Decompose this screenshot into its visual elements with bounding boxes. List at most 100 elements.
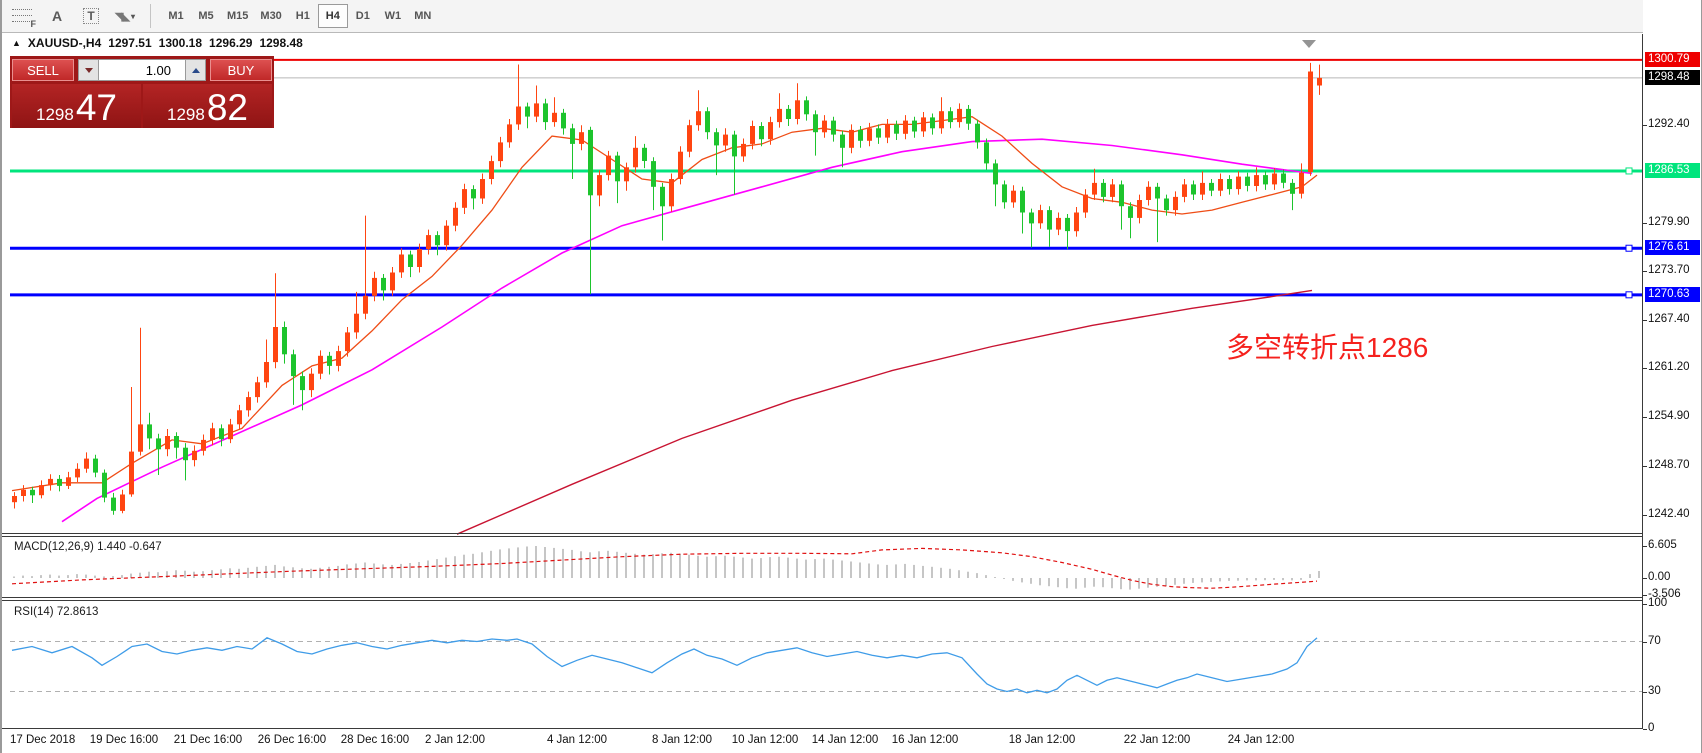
- time-label: 18 Jan 12:00: [1008, 734, 1076, 746]
- time-axis[interactable]: 17 Dec 2018 19 Dec 16:00 21 Dec 16:00 26 De…: [2, 729, 1643, 753]
- rsi-panel-top-border[interactable]: [2, 600, 1643, 601]
- price-axis-border[interactable]: [1642, 34, 1643, 729]
- rsi-label: RSI(14) 72.8613: [14, 606, 99, 618]
- price-tick-1279.90: 1279.90: [1648, 215, 1690, 228]
- axis-tick-mark: [1643, 417, 1647, 419]
- time-label: 16 Jan 12:00: [891, 734, 959, 746]
- price-badge-1270.63: 1270.63: [1645, 286, 1700, 302]
- rsi-tick-70: 70: [1648, 634, 1661, 647]
- sell-price-minor: 47: [75, 87, 117, 128]
- symbol-title: XAUUSD-,H4: [27, 36, 102, 50]
- volume-input[interactable]: 1.00: [99, 59, 185, 81]
- arrows-icon[interactable]: ◥◣ ▾: [112, 4, 138, 28]
- price-tick-1242.40: 1242.40: [1648, 507, 1690, 520]
- ma-fast-line: [11, 116, 1318, 492]
- timeframe-button-m1[interactable]: M1: [168, 10, 184, 22]
- trade-panel-top-row: SELL 1.00 BUY: [12, 58, 272, 82]
- axis-tick-mark: [1643, 545, 1647, 547]
- buy-price-major: 1298: [167, 105, 205, 124]
- time-label: 26 Dec 16:00: [257, 734, 327, 746]
- rsi-tick-0: 0: [1648, 722, 1655, 734]
- sell-button[interactable]: SELL: [12, 59, 74, 81]
- axis-tick-mark: [1643, 270, 1647, 272]
- symbol-arrow-icon: ▲: [12, 38, 21, 48]
- macd-histogram: [13, 546, 1320, 590]
- rsi-panel-bottom-border: [2, 728, 1643, 729]
- price-tick-1248.70: 1248.70: [1648, 458, 1690, 471]
- price-badge-1298.48: 1298.48: [1645, 69, 1700, 85]
- triangle-up-icon: [191, 67, 200, 73]
- axis-tick-mark: [1643, 514, 1647, 516]
- one-click-trade-panel: SELL 1.00 BUY 1298 47 1298 82: [10, 56, 274, 128]
- sell-price-display[interactable]: 1298 47: [12, 84, 141, 128]
- annotation-text: 多空转折点1286: [1226, 332, 1429, 363]
- rsi-line: [11, 637, 1318, 694]
- ma-mid-line: [61, 138, 1313, 523]
- text-glyph: A: [51, 8, 63, 24]
- ohlc-high: 1300.18: [158, 36, 203, 50]
- axis-tick-mark: [1643, 222, 1647, 224]
- fibonacci-icon[interactable]: F: [10, 4, 36, 29]
- chevron-down-icon[interactable]: ▾: [130, 11, 135, 21]
- timeframe-button-mn[interactable]: MN: [414, 10, 432, 22]
- time-label: 21 Dec 16:00: [173, 734, 243, 746]
- volume-stepper: 1.00: [78, 59, 206, 81]
- timeframe-button-d1[interactable]: D1: [355, 10, 370, 22]
- macd-tick--3.506: -3.506: [1648, 588, 1681, 600]
- time-label: 10 Jan 12:00: [731, 734, 799, 746]
- chart-header: ▲ XAUUSD-,H4 1297.51 1300.18 1296.29 129…: [2, 34, 1701, 52]
- price-badge-1300.79: 1300.79: [1645, 51, 1700, 67]
- macd-tick-6.605: 6.605: [1648, 538, 1677, 551]
- time-label: 14 Jan 12:00: [811, 734, 879, 746]
- text-label-glyph: T: [83, 8, 99, 24]
- timeframe-button-h1[interactable]: H1: [295, 10, 310, 22]
- time-label: 4 Jan 12:00: [546, 734, 608, 746]
- axis-tick-mark: [1643, 368, 1647, 370]
- timeframe-button-m30[interactable]: M30: [260, 10, 282, 22]
- time-label: 19 Dec 16:00: [89, 734, 159, 746]
- ohlc-low: 1296.29: [209, 36, 253, 50]
- timeframe-button-m15[interactable]: M15: [227, 10, 249, 22]
- rsi-tick-30: 30: [1648, 684, 1661, 697]
- buy-button[interactable]: BUY: [210, 59, 272, 81]
- time-label: 24 Jan 12:00: [1227, 734, 1295, 746]
- axis-tick-mark: [1643, 125, 1647, 127]
- text-icon[interactable]: A: [44, 4, 70, 28]
- macd-label: MACD(12,26,9) 1.440 -0.647: [14, 541, 162, 553]
- price-tick-1273.70: 1273.70: [1648, 263, 1690, 276]
- sell-price-major: 1298: [36, 105, 74, 124]
- timeframe-button-w1[interactable]: W1: [384, 10, 402, 22]
- toolbar: F A T ◥◣ ▾ M1 M5 M15 M30 H1 H4 D1 W1 MN: [2, 0, 1701, 33]
- text-label-icon[interactable]: T: [78, 4, 104, 28]
- axis-tick-mark: [1643, 595, 1647, 596]
- axis-tick-mark: [1643, 319, 1647, 321]
- chart-shift-marker-icon[interactable]: [1302, 40, 1316, 48]
- time-label: 22 Jan 12:00: [1123, 734, 1191, 746]
- triangle-down-icon: [84, 67, 93, 73]
- macd-panel-top-border[interactable]: [2, 536, 1643, 537]
- axis-tick-mark: [1643, 641, 1647, 643]
- price-badge-1276.61: 1276.61: [1645, 240, 1700, 256]
- volume-increase-button[interactable]: [185, 59, 206, 81]
- timeframe-button-m5[interactable]: M5: [198, 10, 214, 22]
- timeframe-button-h4[interactable]: H4: [317, 4, 348, 28]
- buy-price-display[interactable]: 1298 82: [143, 84, 272, 128]
- macd-tick-0.00: 0.00: [1648, 571, 1671, 583]
- time-label: 28 Dec 16:00: [340, 734, 410, 746]
- axis-tick-mark: [1643, 578, 1647, 579]
- ohlc-close: 1298.48: [259, 36, 303, 50]
- time-label: 2 Jan 12:00: [424, 734, 486, 746]
- price-tick-1292.40: 1292.40: [1648, 118, 1690, 131]
- price-tick-1267.40: 1267.40: [1648, 312, 1690, 325]
- volume-decrease-button[interactable]: [78, 59, 99, 81]
- axis-tick-mark: [1643, 691, 1647, 693]
- axis-tick-mark: [1643, 729, 1647, 730]
- macd-panel-bottom-border: [2, 597, 1643, 598]
- candlesticks: [12, 62, 1322, 515]
- price-axis[interactable]: 1292.40 1279.90 1273.70 1267.40 1261.20 1254.…: [1643, 0, 1701, 753]
- rsi-tick-100: 100: [1648, 597, 1668, 609]
- arrows-glyph: ◥◣: [115, 10, 130, 23]
- axis-tick-mark: [1643, 465, 1647, 467]
